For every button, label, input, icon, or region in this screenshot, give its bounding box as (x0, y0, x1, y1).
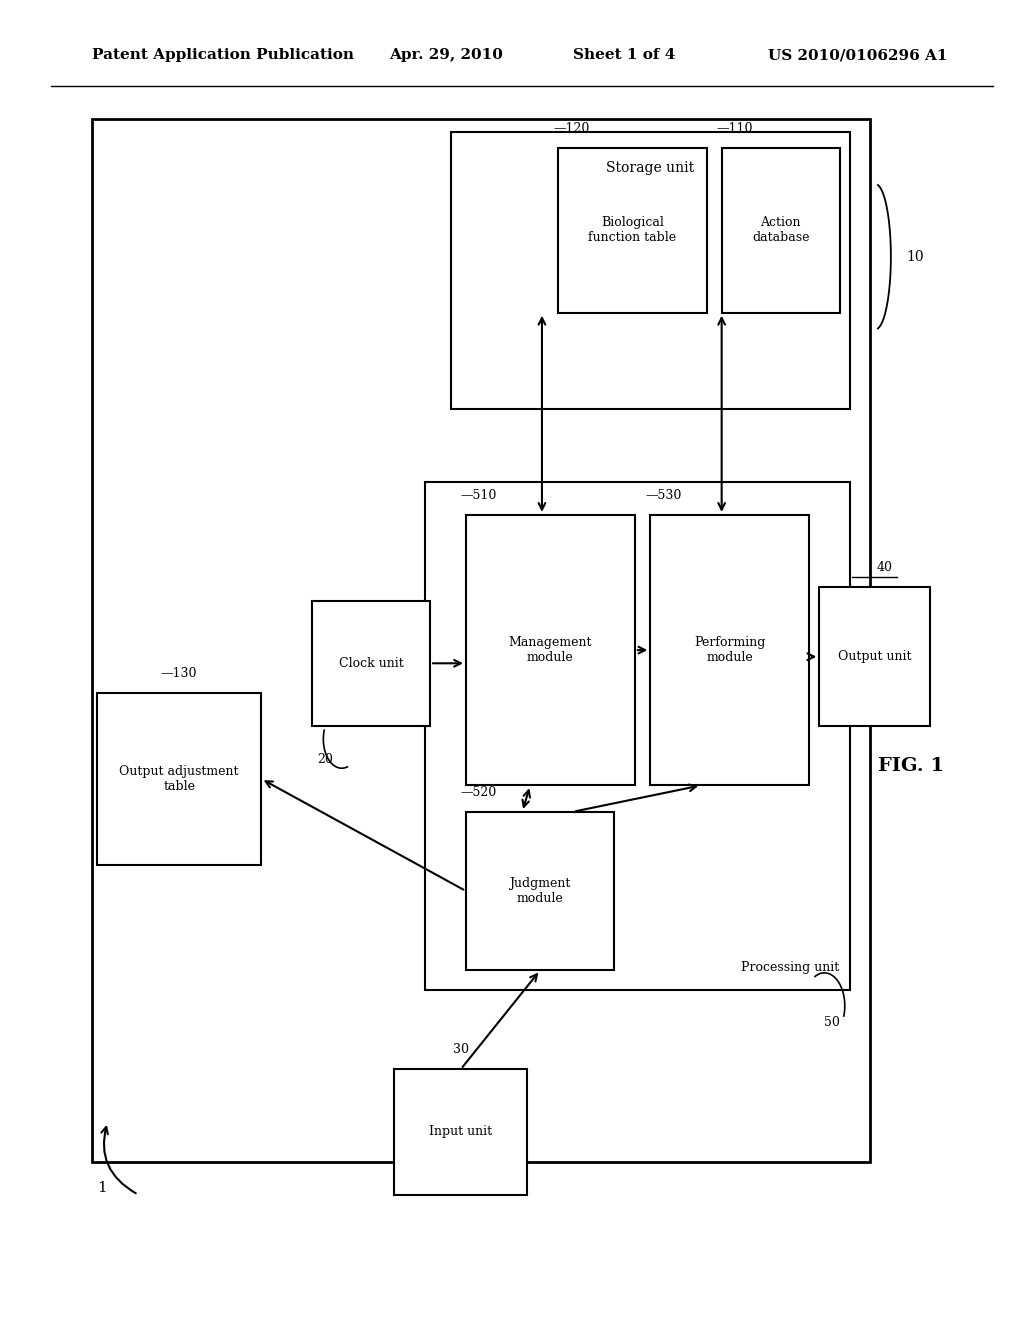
Text: —510: —510 (461, 488, 498, 502)
Text: Biological
function table: Biological function table (588, 216, 677, 244)
Bar (92, 119, 870, 1162)
Text: —110: —110 (717, 121, 754, 135)
Bar (97, 693, 261, 865)
Text: Output adjustment
table: Output adjustment table (120, 764, 239, 793)
Bar (451, 132, 850, 409)
Text: Action
database: Action database (752, 216, 810, 244)
Text: Processing unit: Processing unit (741, 961, 840, 974)
Text: 10: 10 (906, 249, 924, 264)
Text: Clock unit: Clock unit (339, 657, 403, 669)
Text: —530: —530 (645, 488, 682, 502)
Bar (394, 1069, 527, 1195)
Text: 1: 1 (97, 1181, 108, 1195)
Bar (466, 515, 635, 785)
Text: FIG. 1: FIG. 1 (879, 756, 944, 775)
Bar (312, 601, 430, 726)
Text: —130: —130 (161, 667, 198, 680)
Bar (425, 482, 850, 990)
Bar (558, 148, 707, 313)
Text: 40: 40 (877, 561, 893, 574)
Text: —520: —520 (461, 785, 497, 799)
Text: Performing
module: Performing module (694, 636, 765, 664)
Text: US 2010/0106296 A1: US 2010/0106296 A1 (768, 49, 947, 62)
Text: 20: 20 (317, 752, 334, 766)
Text: —120: —120 (553, 121, 590, 135)
Bar (650, 515, 809, 785)
Text: 50: 50 (823, 1016, 840, 1030)
Bar (722, 148, 840, 313)
Text: Input unit: Input unit (429, 1126, 493, 1138)
Text: Storage unit: Storage unit (606, 161, 694, 176)
Text: Management
module: Management module (509, 636, 592, 664)
Bar (466, 812, 614, 970)
Text: Output unit: Output unit (838, 651, 911, 663)
Text: Sheet 1 of 4: Sheet 1 of 4 (573, 49, 676, 62)
Bar (819, 587, 930, 726)
Text: Patent Application Publication: Patent Application Publication (92, 49, 354, 62)
Text: Judgment
module: Judgment module (510, 876, 570, 906)
Text: Apr. 29, 2010: Apr. 29, 2010 (389, 49, 503, 62)
Text: 30: 30 (453, 1043, 469, 1056)
